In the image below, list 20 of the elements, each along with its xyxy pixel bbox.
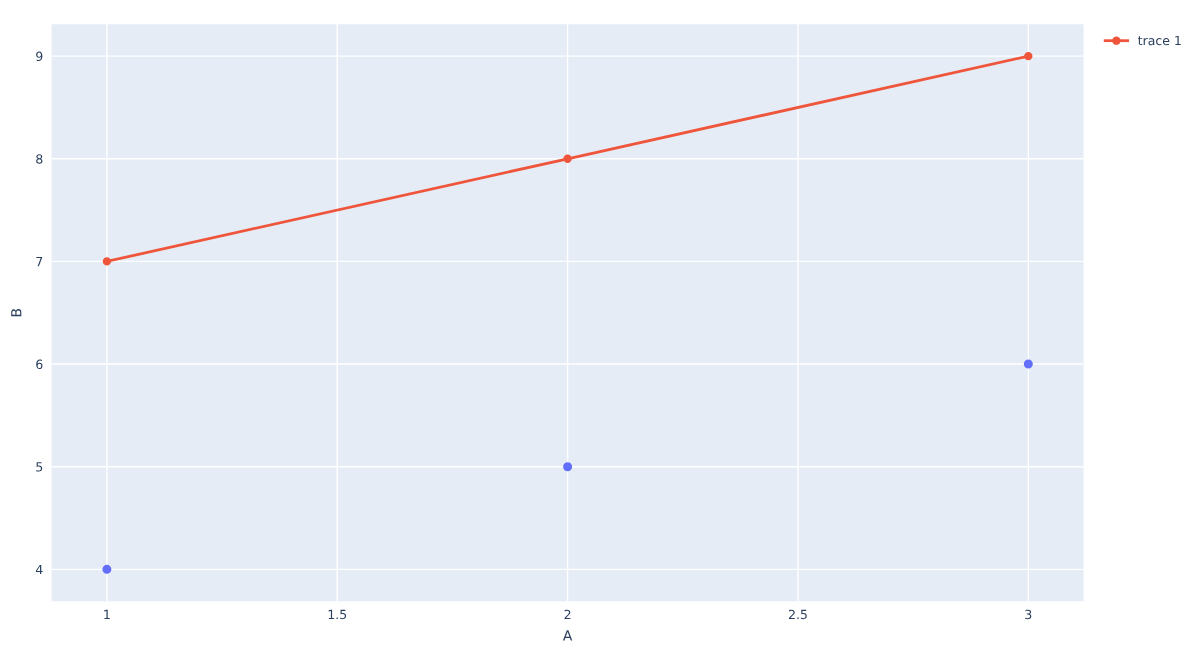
x-tick-label: 2.5 [788, 609, 807, 620]
y-axis-title: B [11, 308, 22, 317]
y-tick-label: 7 [36, 257, 43, 267]
x-tick-label: 1 [104, 609, 110, 619]
y-tick-label: 9 [36, 51, 43, 62]
x-tick-label: 3 [1025, 609, 1032, 620]
point [102, 257, 112, 266]
point [1024, 51, 1033, 61]
y-tick-label: 6 [36, 359, 43, 369]
y-tick-label: 5 [36, 462, 43, 472]
point [563, 154, 572, 163]
x-axis-title: A [562, 630, 573, 641]
point [1023, 359, 1033, 369]
y-tick-label: 4 [35, 564, 43, 575]
point [563, 462, 573, 472]
y-tick-label: 8 [36, 154, 43, 164]
point [102, 564, 112, 574]
legend-label: trace 1 [1138, 35, 1181, 46]
x-tick-label: 1.5 [328, 609, 347, 620]
x-tick-label: 2 [564, 609, 571, 619]
